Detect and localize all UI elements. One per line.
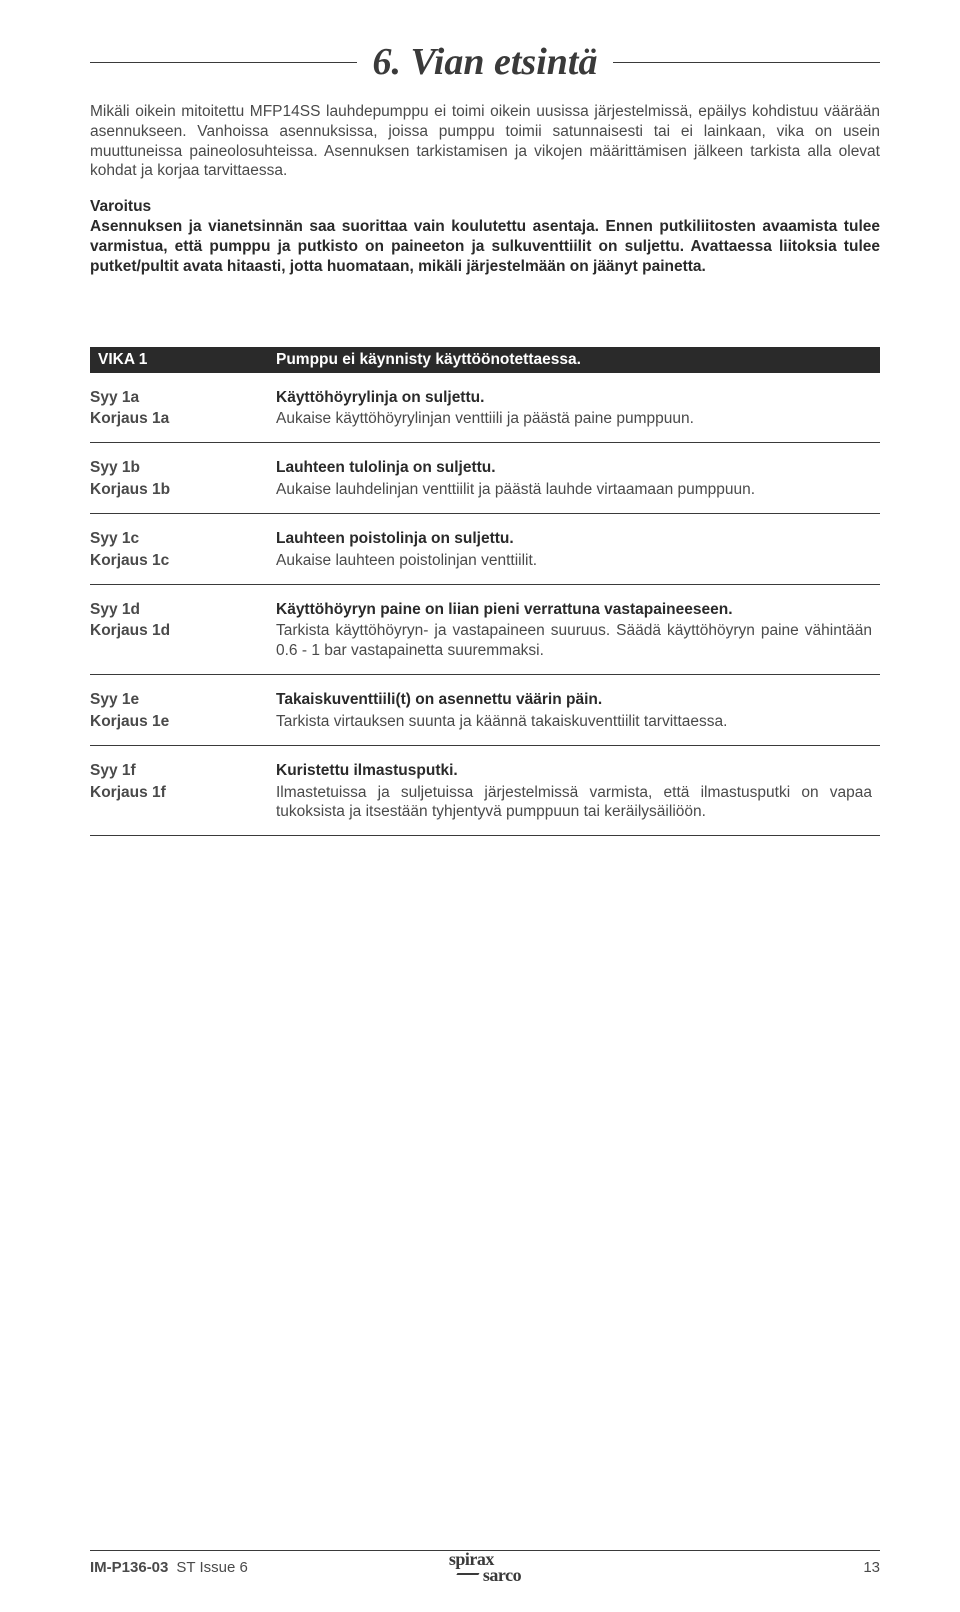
logo-line-2: sarco [449,1565,521,1585]
row-divider [90,584,880,585]
cause-label: Syy 1c [90,529,276,549]
row-divider [90,442,880,443]
cause-text: Lauhteen poistolinja on suljettu. [276,529,872,549]
cause-text: Takaiskuventtiili(t) on asennettu väärin… [276,690,872,710]
cause-row: Syy 1aKäyttöhöyrylinja on suljettu. [90,387,880,409]
fix-label: Korjaus 1a [90,409,276,429]
cause-label: Syy 1e [90,690,276,710]
fault-header-bar: VIKA 1 Pumppu ei käynnisty käyttöönotett… [90,347,880,373]
fix-label: Korjaus 1d [90,621,276,661]
row-divider [90,674,880,675]
fix-label: Korjaus 1e [90,712,276,732]
fault-code: VIKA 1 [98,351,276,369]
cause-row: Syy 1cLauhteen poistolinja on suljettu. [90,528,880,550]
fix-text: Aukaise lauhteen poistolinjan venttiilit… [276,551,872,571]
intro-paragraph: Mikäli oikein mitoitettu MFP14SS lauhdep… [90,102,880,181]
divider-left [90,62,357,63]
section-header: 6. Vian etsintä [90,40,880,84]
row-divider [90,513,880,514]
fix-text: Aukaise käyttöhöyrylinjan venttiili ja p… [276,409,872,429]
row-divider [90,745,880,746]
cause-label: Syy 1d [90,600,276,620]
section-title: 6. Vian etsintä [357,40,614,84]
brand-logo: spirax sarco [449,1552,521,1583]
doc-reference: IM-P136-03 [90,1559,168,1576]
cause-label: Syy 1a [90,388,276,408]
divider-right [613,62,880,63]
page-number: 13 [863,1559,880,1576]
cause-row: Syy 1bLauhteen tulolinja on suljettu. [90,457,880,479]
cause-row: Syy 1fKuristettu ilmastusputki. [90,760,880,782]
cause-text: Käyttöhöyrylinja on suljettu. [276,388,872,408]
fix-label: Korjaus 1b [90,480,276,500]
fix-text: Tarkista virtauksen suunta ja käännä tak… [276,712,872,732]
troubleshoot-list: Syy 1aKäyttöhöyrylinja on suljettu.Korja… [90,387,880,837]
cause-row: Syy 1dKäyttöhöyryn paine on liian pieni … [90,599,880,621]
cause-text: Kuristettu ilmastusputki. [276,761,872,781]
cause-text: Käyttöhöyryn paine on liian pieni verrat… [276,600,872,620]
fault-description: Pumppu ei käynnisty käyttöönotettaessa. [276,351,872,369]
fix-row: Korjaus 1bAukaise lauhdelinjan venttiili… [90,479,880,501]
fix-row: Korjaus 1aAukaise käyttöhöyrylinjan vent… [90,408,880,430]
fix-row: Korjaus 1fIlmastetuissa ja suljetuissa j… [90,782,880,824]
fix-text: Ilmastetuissa ja suljetuissa järjestelmi… [276,783,872,823]
fix-row: Korjaus 1dTarkista käyttöhöyryn- ja vast… [90,620,880,662]
warning-heading: Varoitus [90,197,880,217]
row-divider [90,835,880,836]
fix-row: Korjaus 1eTarkista virtauksen suunta ja … [90,711,880,733]
warning-paragraph: Varoitus Asennuksen ja vianetsinnän saa … [90,197,880,276]
cause-label: Syy 1f [90,761,276,781]
fix-label: Korjaus 1f [90,783,276,823]
fix-label: Korjaus 1c [90,551,276,571]
cause-row: Syy 1eTakaiskuventtiili(t) on asennettu … [90,689,880,711]
fix-text: Aukaise lauhdelinjan venttiilit ja pääst… [276,480,872,500]
cause-text: Lauhteen tulolinja on suljettu. [276,458,872,478]
page-footer: IM-P136-03 ST Issue 6 spirax sarco 13 [90,1550,880,1576]
fix-row: Korjaus 1cAukaise lauhteen poistolinjan … [90,550,880,572]
warning-body: Asennuksen ja vianetsinnän saa suorittaa… [90,218,880,275]
doc-issue: ST Issue 6 [176,1559,247,1576]
fix-text: Tarkista käyttöhöyryn- ja vastapaineen s… [276,621,872,661]
cause-label: Syy 1b [90,458,276,478]
